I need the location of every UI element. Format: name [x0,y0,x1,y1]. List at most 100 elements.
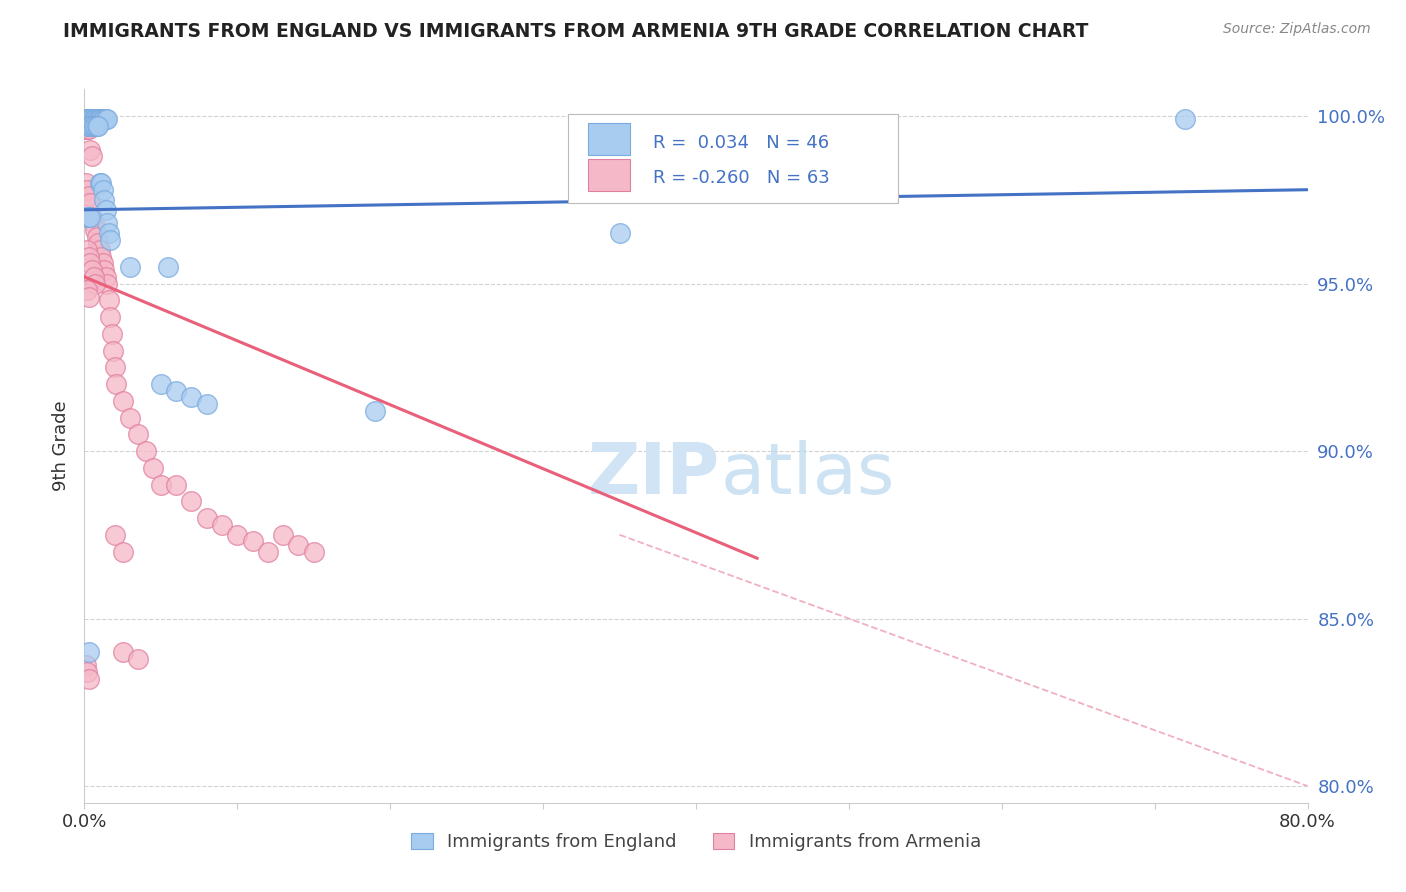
Point [77,250,100,264]
Point [76,665,98,680]
Point [101,326,124,341]
Point [94,202,117,217]
Point [89,112,111,127]
Legend: Immigrants from England, Immigrants from Armenia: Immigrants from England, Immigrants from… [404,825,988,858]
Point [76,122,98,136]
Point [97,227,120,241]
Point [287,538,309,552]
Point [83,119,105,133]
Point [83,269,105,284]
Point [77,189,100,203]
Point [111,645,134,659]
Point [90,176,112,190]
Point [77,672,100,686]
Point [89,176,111,190]
Point [75,112,97,127]
Point [75,658,97,673]
Point [364,404,387,418]
Point [91,256,114,270]
Point [77,112,100,127]
Point [75,176,97,190]
Point [83,216,105,230]
Text: ZIP: ZIP [588,440,720,509]
Point [79,119,101,133]
Point [302,544,325,558]
Point [83,112,105,127]
Point [79,112,101,127]
Point [271,528,294,542]
Bar [588,159,630,191]
Point [226,528,249,542]
Point [98,310,121,324]
Point [165,384,187,398]
Point [127,651,149,665]
Point [257,544,280,558]
Point [180,391,202,405]
Point [76,243,98,257]
Point [84,119,107,133]
Point [76,119,98,133]
Text: Source: ZipAtlas.com: Source: ZipAtlas.com [1223,22,1371,37]
Point [84,277,107,291]
Point [84,223,107,237]
Point [94,112,117,127]
Point [1174,112,1197,127]
Point [211,517,233,532]
Point [157,260,180,274]
Point [77,210,100,224]
Point [97,293,120,308]
Point [77,122,100,136]
Point [79,196,101,211]
Point [80,112,103,127]
Point [77,290,100,304]
Point [180,494,202,508]
FancyBboxPatch shape [568,114,898,203]
Point [77,112,100,127]
Text: atlas: atlas [720,440,894,509]
Bar [588,123,630,155]
Point [90,250,112,264]
Point [120,260,142,274]
Point [75,122,97,136]
Point [91,183,114,197]
Point [86,119,108,133]
Point [76,183,98,197]
Point [83,112,105,127]
Point [94,269,117,284]
Point [80,119,103,133]
Point [195,511,218,525]
Point [111,544,134,558]
Point [242,534,264,549]
Point [104,528,127,542]
Point [93,112,115,127]
Point [80,210,103,224]
Point [79,143,101,157]
Point [77,645,100,659]
Point [87,236,110,251]
Point [79,256,101,270]
Point [89,243,111,257]
Point [79,210,101,224]
Point [84,112,107,127]
Point [90,112,112,127]
Point [86,112,108,127]
Point [93,263,115,277]
Point [77,119,100,133]
Point [142,460,165,475]
Point [76,283,98,297]
Point [76,112,98,127]
Point [84,112,107,127]
Point [86,229,108,244]
Point [98,233,121,247]
Point [89,112,111,127]
Text: IMMIGRANTS FROM ENGLAND VS IMMIGRANTS FROM ARMENIA 9TH GRADE CORRELATION CHART: IMMIGRANTS FROM ENGLAND VS IMMIGRANTS FR… [63,22,1088,41]
Point [103,343,125,358]
Point [80,263,103,277]
Point [104,360,127,375]
Point [120,410,142,425]
Point [609,227,631,241]
Point [165,477,187,491]
Point [76,112,98,127]
Point [93,193,115,207]
Point [135,444,157,458]
